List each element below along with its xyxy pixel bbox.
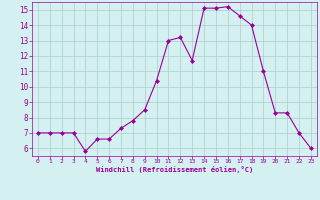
X-axis label: Windchill (Refroidissement éolien,°C): Windchill (Refroidissement éolien,°C) [96,166,253,173]
